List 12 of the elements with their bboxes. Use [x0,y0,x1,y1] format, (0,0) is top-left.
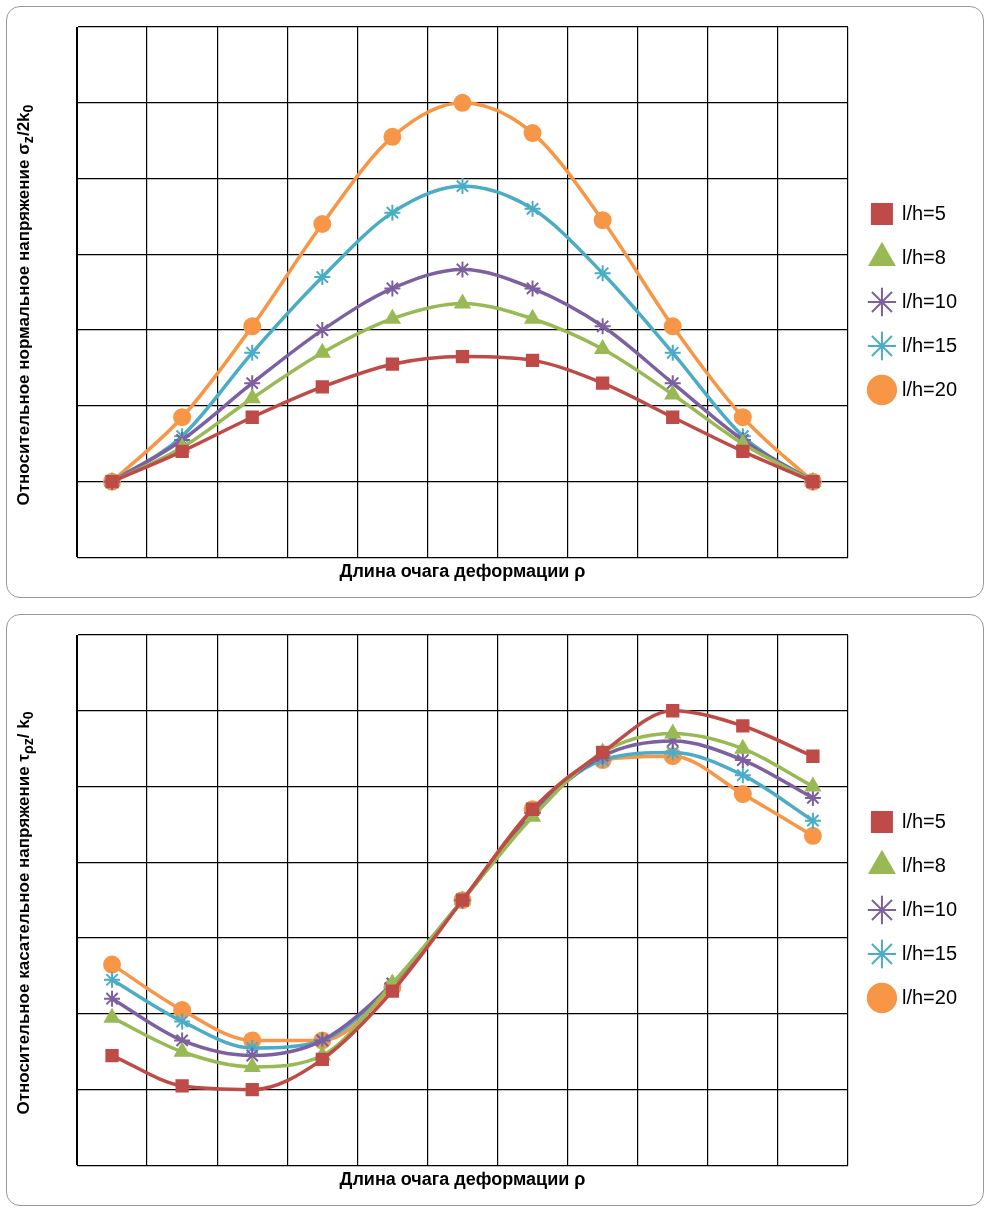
legend-label: l/h=8 [901,245,946,268]
legend-label: l/h=10 [901,897,958,920]
legend-label: l/h=15 [901,333,958,356]
legend-label: l/h=15 [901,941,958,964]
legend-label: l/h=20 [901,377,958,400]
legend-label: l/h=10 [901,289,958,312]
legend-label: l/h=20 [901,985,958,1008]
legend-label: l/h=5 [901,201,946,224]
legend-label: l/h=8 [901,853,946,876]
legend-label: l/h=5 [901,809,946,832]
x-axis-title: Длина очага деформации ρ [339,561,586,582]
x-axis-title: Длина очага деформации ρ [339,1169,586,1190]
